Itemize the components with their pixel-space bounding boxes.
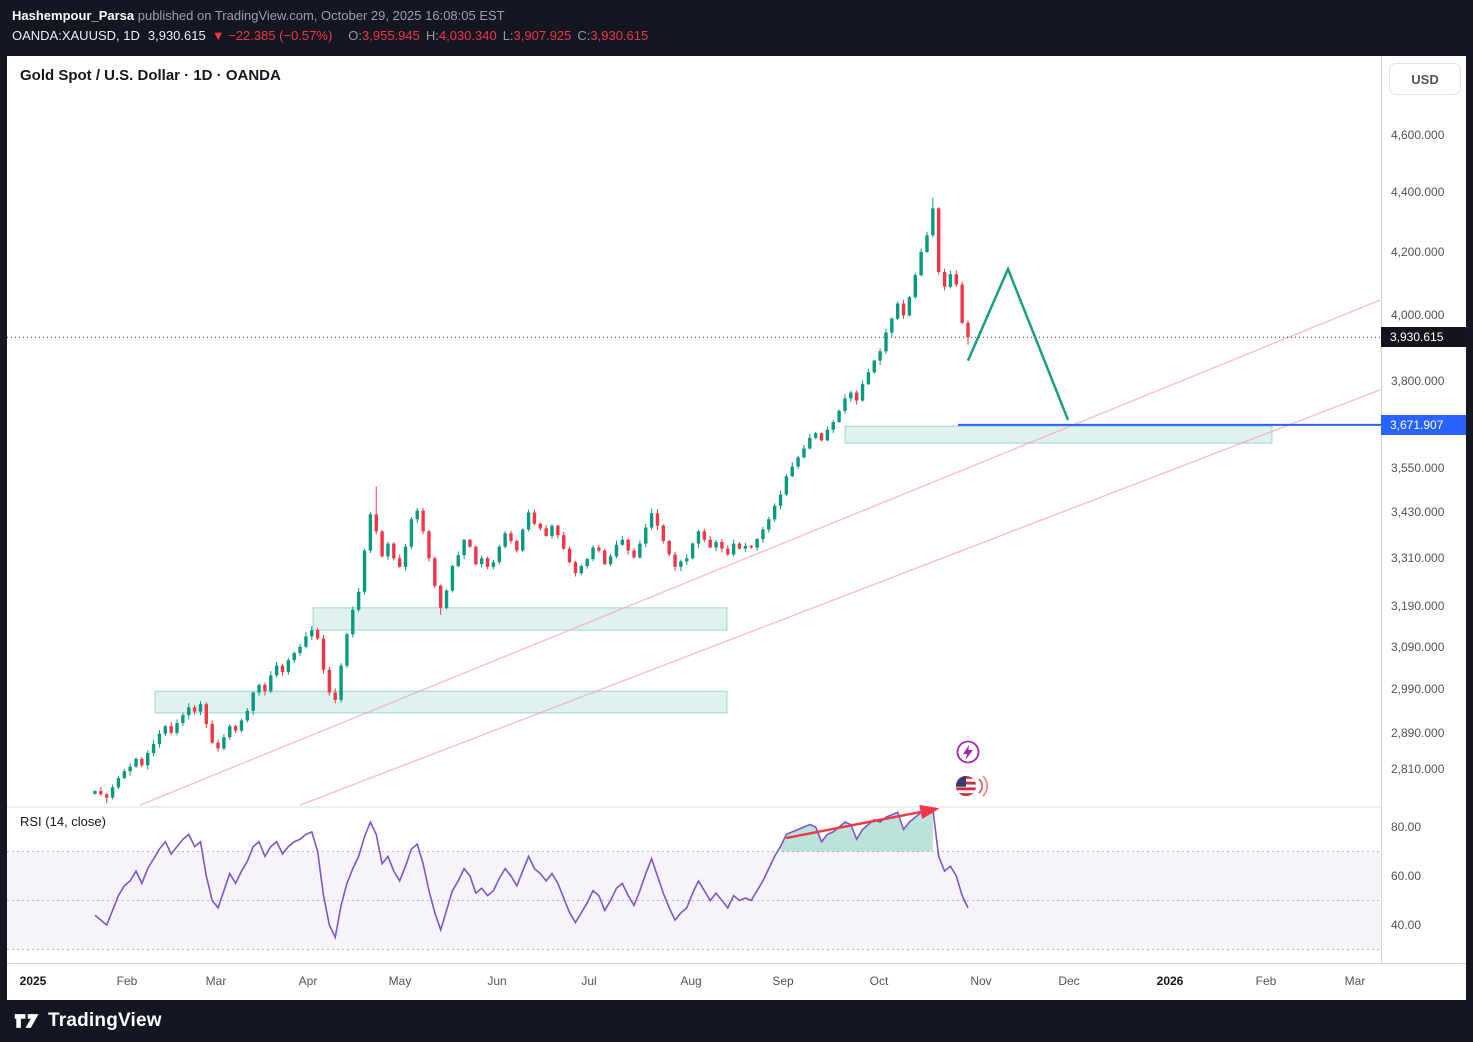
support-zone[interactable]	[312, 607, 728, 631]
ohlc-value: 3,930.615	[590, 28, 649, 43]
price-tick: 2,990.000	[1391, 682, 1445, 697]
candlestick-series[interactable]	[93, 197, 970, 804]
time-tick: Mar	[1344, 974, 1366, 988]
rsi-tick: 80.00	[1391, 820, 1422, 834]
tradingview-logo-text[interactable]: TradingView	[48, 1010, 162, 1031]
rsi-line[interactable]	[94, 808, 969, 940]
time-tick: Jun	[487, 974, 507, 988]
projection-path[interactable]	[966, 265, 1070, 421]
price-tick: 4,200.000	[1391, 245, 1445, 259]
rsi-legend[interactable]: RSI (14, close)	[20, 814, 106, 829]
time-tick: Feb	[116, 974, 138, 988]
price-tick: 3,430.000	[1391, 505, 1445, 520]
last-price-value: 3,930.615	[147, 28, 206, 43]
publish-bar: Hashempour_Parsa published on TradingVie…	[0, 0, 1473, 56]
support-zone[interactable]	[844, 425, 1273, 444]
time-tick: Aug	[680, 974, 702, 988]
time-tick: Oct	[869, 974, 889, 988]
ohlc-key: O:	[348, 28, 363, 43]
time-tick: Feb	[1255, 974, 1277, 988]
publish-byline: Hashempour_Parsa published on TradingVie…	[12, 7, 1461, 24]
ohlc-key: H:	[425, 28, 439, 43]
price-axis[interactable]: 4,600.000 4,400.000 4,200.000 4,000.000 3,80…	[1381, 56, 1466, 963]
price-tick: 2,890.000	[1391, 725, 1445, 740]
chart-canvas-area[interactable]: Gold Spot / U.S. Dollar · 1D · OANDA RSI…	[7, 56, 1466, 1000]
currency-toggle-button[interactable]: USD	[1389, 63, 1461, 95]
time-tick: Mar	[205, 974, 227, 988]
tradingview-logo-icon[interactable]	[14, 1008, 40, 1034]
time-tick: Apr	[298, 974, 318, 988]
time-tick: May	[388, 974, 412, 988]
ohlc-value: 3,907.925	[513, 28, 572, 43]
trendline[interactable]	[139, 299, 1381, 806]
ohlc-value: 3,955.945	[362, 28, 420, 43]
time-tick: 2026	[1156, 974, 1184, 988]
ohlc-values: O:3,955.945 H:4,030.340 L:3,907.925 C:3,930…	[342, 28, 648, 43]
rsi-tick: 40.00	[1391, 918, 1422, 932]
time-tick: Dec	[1058, 974, 1080, 988]
level-price-axis-label: 3,671.907	[1381, 414, 1466, 435]
time-tick: Nov	[970, 974, 992, 988]
rsi-divergence-fill	[780, 809, 933, 852]
price-tick: 3,310.000	[1391, 551, 1445, 566]
chart-plot[interactable]	[7, 56, 1466, 1000]
price-tick: 4,400.000	[1391, 185, 1445, 200]
price-tick: 3,800.000	[1391, 373, 1445, 388]
ohlc-key: L:	[502, 28, 514, 43]
time-tick: Jul	[581, 974, 597, 988]
price-change: ▼ −22.385 (−0.57%)	[211, 28, 333, 43]
price-tick: 3,090.000	[1391, 639, 1445, 654]
price-tick: 3,190.000	[1391, 598, 1445, 613]
symbol-info-bar: OANDA:XAUUSD, 1D 3,930.615 ▼ −22.385 (−0.5…	[12, 26, 1461, 46]
price-tick: 2,810.000	[1391, 761, 1445, 776]
symbol-title[interactable]: OANDA:XAUUSD, 1D	[12, 28, 140, 43]
us-flag-event-icon[interactable]	[955, 775, 988, 797]
ohlc-key: C:	[577, 28, 591, 43]
lightning-event-icon[interactable]	[956, 740, 980, 764]
divergence-arrow[interactable]	[785, 804, 940, 840]
price-tick: 4,600.000	[1391, 128, 1445, 142]
support-zone[interactable]	[154, 690, 728, 714]
price-tick: 3,550.000	[1391, 461, 1445, 476]
ohlc-value: 4,030.340	[438, 28, 497, 43]
price-tick: 4,000.000	[1391, 307, 1445, 322]
chart-legend[interactable]: Gold Spot / U.S. Dollar · 1D · OANDA	[20, 67, 281, 84]
trendline[interactable]	[299, 389, 1381, 806]
author-name[interactable]: Hashempour_Parsa	[12, 8, 135, 23]
time-tick: 2025	[19, 974, 47, 988]
footer-bar: TradingView	[0, 1000, 1473, 1042]
time-tick: Sep	[772, 974, 794, 988]
publish-info: published on TradingView.com, October 29…	[134, 8, 505, 23]
rsi-tick: 60.00	[1391, 869, 1422, 883]
last-price-axis-label: 3,930.615	[1381, 327, 1466, 348]
time-axis[interactable]: 2025 Feb Mar Apr May Jun Jul Aug Sep Oct Nov Dec 202…	[7, 963, 1466, 1000]
